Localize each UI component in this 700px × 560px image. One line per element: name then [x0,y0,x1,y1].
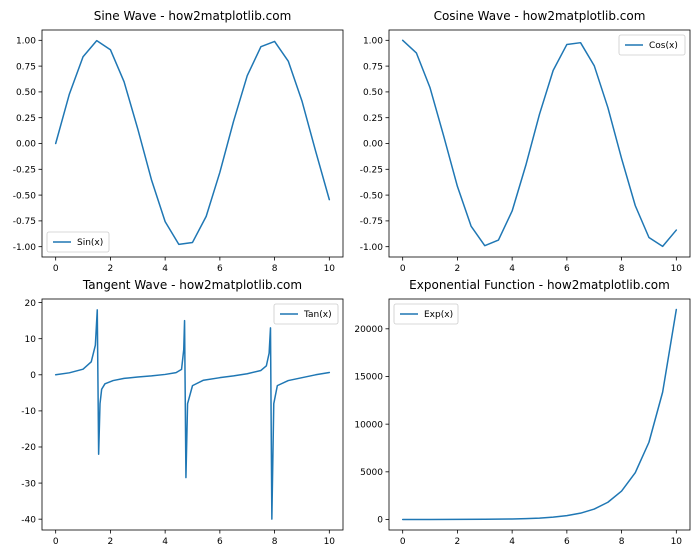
y-tick-label: 10 [25,335,37,345]
x-tick-label: 4 [509,264,515,274]
legend: Exp(x) [393,303,459,325]
y-tick-label: 0.25 [16,114,36,124]
legend: Cos(x) [618,34,686,56]
x-tick-label: 10 [324,264,336,274]
chart-title: Sine Wave - how2matplotlib.com [94,9,292,23]
y-tick-label: -0.50 [13,191,37,201]
x-tick-label: 6 [217,264,223,274]
y-tick-label: 10000 [354,420,383,430]
legend-box [393,303,459,325]
legend-label: Tan(x) [303,310,332,320]
series-line [54,39,331,246]
y-tick-label: -0.75 [360,217,383,227]
x-tick-label: 0 [400,264,406,274]
x-tick-label: 8 [272,264,278,274]
x-tick-label: 4 [509,537,515,547]
y-tick-label: 0 [377,516,383,526]
x-tick-label: 4 [162,537,168,547]
y-tick-label: 1.00 [16,37,36,47]
x-tick-label: 0 [53,264,59,274]
y-tick-label: 0.25 [363,114,383,124]
y-tick-label: -1.00 [13,243,37,253]
x-tick-label: 0 [53,537,59,547]
x-tick-label: 4 [162,264,168,274]
x-tick-label: 2 [455,537,461,547]
legend-box [273,303,339,325]
series-line [401,39,678,248]
cosine-chart: Cosine Wave - how2matplotlib.com 0 2 4 6 8 10 1… [360,9,691,274]
tangent-chart: Tangent Wave - how2matplotlib.com 0 2 4 6 8 10… [21,278,344,547]
y-tick-label: 0.50 [16,88,36,98]
chart-title: Tangent Wave - how2matplotlib.com [82,278,302,292]
x-tick-label: 2 [108,264,114,274]
x-tick-label: 8 [272,537,278,547]
x-tick-label: 8 [619,537,625,547]
x-tick-label: 0 [400,537,406,547]
legend-box [618,34,686,56]
x-tick-label: 2 [455,264,461,274]
y-tick-label: 0.00 [363,140,383,150]
axes-frame [388,29,691,258]
y-tick-label: 20000 [354,325,383,335]
y-tick-label: -1.00 [360,243,384,253]
legend: Tan(x) [273,303,339,325]
y-tick-label: 0.00 [16,140,36,150]
y-tick-label: -0.25 [13,165,36,175]
x-tick-label: 2 [108,537,114,547]
y-tick-label: 0.75 [16,62,36,72]
y-tick-label: -0.25 [360,165,383,175]
y-tick-label: 15000 [354,373,383,383]
axes-frame [41,298,344,531]
legend: Sin(x) [46,231,110,253]
chart-title: Cosine Wave - how2matplotlib.com [434,9,646,23]
y-tick-label: 0.75 [363,62,383,72]
legend-label: Sin(x) [77,238,103,248]
series-line [401,308,678,521]
y-tick-label: 1.00 [363,37,383,47]
y-tick-label: 0.50 [363,88,383,98]
legend-box [46,231,110,253]
chart-title: Exponential Function - how2matplotlib.co… [409,278,670,292]
y-tick-label: -10 [21,407,36,417]
legend-label: Cos(x) [649,41,678,51]
y-tick-label: -0.50 [360,191,384,201]
y-tick-label: 0 [30,371,36,381]
y-tick-label: -20 [21,443,36,453]
y-tick-label: 20 [25,299,37,309]
legend-label: Exp(x) [424,310,453,320]
axes-frame [41,29,344,258]
x-tick-label: 10 [671,537,683,547]
exponential-chart: Exponential Function - how2matplotlib.co… [354,278,691,547]
x-tick-label: 8 [619,264,625,274]
x-tick-label: 10 [671,264,683,274]
axes-frame [388,298,691,531]
x-tick-label: 6 [564,264,570,274]
x-tick-label: 6 [217,537,223,547]
x-tick-label: 6 [564,537,570,547]
y-tick-label: 5000 [360,468,383,478]
sine-chart: Sine Wave - how2matplotlib.com 0 2 4 6 8 10 1.0… [13,9,344,274]
series-line [54,309,331,520]
y-tick-label: -0.75 [13,217,36,227]
y-tick-label: -30 [21,479,36,489]
y-tick-label: -40 [21,515,36,525]
x-tick-label: 10 [324,537,336,547]
